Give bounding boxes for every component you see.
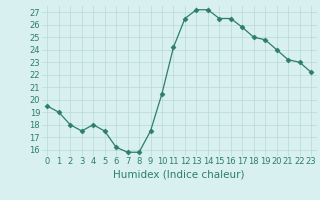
- X-axis label: Humidex (Indice chaleur): Humidex (Indice chaleur): [114, 169, 245, 179]
